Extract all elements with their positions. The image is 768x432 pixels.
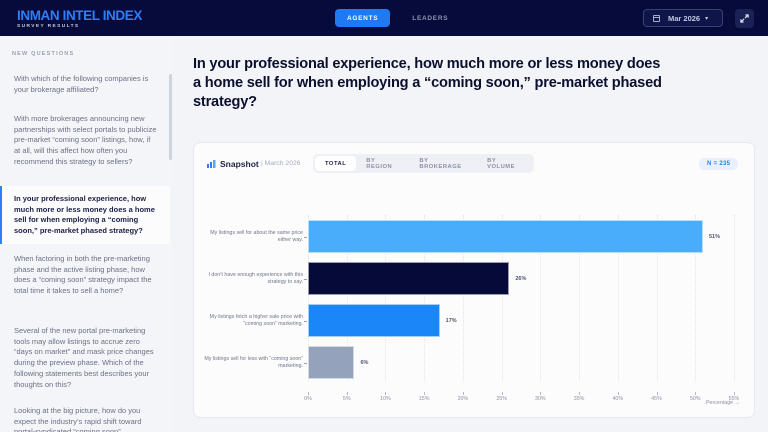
category-label: I don’t have enough experience with this…: [208, 272, 303, 285]
gridline: [424, 215, 426, 381]
category-tick: [304, 362, 307, 364]
sidebar: NEW QUESTIONS With which of the followin…: [0, 36, 172, 432]
x-axis-tick-label: 30%: [535, 396, 546, 402]
sidebar-question-item[interactable]: With which of the following companies is…: [14, 74, 149, 94]
sidebar-question-item[interactable]: With more brokerages announcing new part…: [14, 114, 157, 166]
x-axis-tick-label: 25%: [496, 396, 507, 402]
sidebar-question-item[interactable]: Several of the new portal pre-marketing …: [14, 326, 154, 389]
gridline: [617, 215, 619, 381]
category-label: My listings sell for about the same pric…: [210, 230, 303, 243]
category-label: My listings fetch a higher sale price wi…: [209, 314, 303, 327]
x-axis-tick: [308, 392, 309, 395]
segment-by-region[interactable]: BY REGION: [366, 157, 393, 170]
card-date: | March 2026: [261, 160, 301, 167]
x-axis-tick-label: 55%: [728, 396, 740, 402]
x-axis-tick: [733, 392, 735, 395]
gridline: [579, 215, 581, 381]
sidebar-question-item[interactable]: When factoring in both the pre-marketing…: [14, 254, 152, 296]
gridline: [695, 215, 697, 381]
gridline: [501, 215, 503, 381]
gridline: [385, 215, 387, 381]
gridline: [462, 215, 464, 381]
gridline: [656, 215, 658, 381]
gridline: [540, 215, 542, 381]
category-tick: [304, 236, 307, 238]
bar: [308, 346, 355, 379]
bar: [308, 220, 703, 253]
bar-value-label: 26%: [515, 275, 527, 282]
x-axis-tick: [462, 392, 464, 395]
x-axis-tick-label: 0%: [304, 396, 312, 402]
category-tick: [304, 278, 307, 280]
sample-size-badge: N = 235: [699, 158, 739, 170]
logo-title: INMAN INTEL INDEX: [17, 8, 142, 23]
x-axis-tick: [346, 392, 348, 395]
date-value: Mar 2026: [668, 13, 701, 23]
page-title: In your professional experience, how muc…: [193, 56, 662, 110]
gridline: [308, 215, 309, 381]
segment-by-brokerage[interactable]: BY BROKERAGE: [419, 157, 462, 170]
tab-agents[interactable]: AGENTS: [335, 9, 391, 27]
x-axis-tick-label: 10%: [380, 396, 391, 402]
sidebar-scrollbar[interactable]: [169, 74, 172, 160]
logo-subtitle: SURVEY RESULTS: [17, 24, 80, 29]
snapshot-card: Snapshot | March 2026 TOTAL BY REGION BY…: [193, 142, 755, 418]
x-axis-tick: [579, 392, 581, 395]
x-axis-tick-label: 45%: [651, 396, 662, 402]
calendar-icon: [653, 14, 660, 22]
segment-by-volume[interactable]: BY VOLUME: [487, 157, 515, 170]
date-selector[interactable]: Mar 2026 ▾: [643, 9, 723, 27]
category-tick: [304, 320, 307, 322]
x-axis-tick-label: 5%: [342, 396, 351, 402]
sidebar-question-item[interactable]: Looking at the big picture, how do you e…: [14, 406, 142, 432]
x-axis-tick: [424, 392, 426, 395]
x-axis-tick: [501, 392, 503, 395]
expand-icon: [740, 14, 749, 23]
tab-leaders[interactable]: LEADERS: [412, 14, 449, 22]
bar-value-label: 17%: [445, 317, 457, 324]
x-axis-tick: [617, 392, 619, 395]
bar-value-label: 51%: [708, 233, 720, 240]
x-axis-tick-label: 15%: [418, 396, 430, 402]
sidebar-heading: NEW QUESTIONS: [12, 51, 75, 57]
bar-value-label: 6%: [360, 359, 369, 366]
breakdown-segmented-control: TOTAL BY REGION BY BROKERAGE BY VOLUME: [313, 154, 534, 173]
x-axis-tick-label: 40%: [612, 396, 624, 402]
x-axis-label: Percentage →: [706, 400, 740, 406]
bar: [308, 262, 510, 295]
audience-tabs: AGENTS LEADERS: [335, 9, 460, 27]
bar-chart: 0% 5% 10% 15% 20% 25% 30% 35% 40% 45% 50% 55% Percen…: [194, 143, 756, 419]
card-title: Snapshot: [220, 159, 259, 169]
x-axis-tick-label: 50%: [689, 396, 701, 402]
bar-chart-icon: [207, 160, 216, 168]
gridline: [733, 215, 735, 381]
x-axis-tick: [695, 392, 697, 395]
x-axis-tick: [385, 392, 387, 395]
x-axis-tick-label: 35%: [573, 396, 585, 402]
segment-total[interactable]: TOTAL: [315, 156, 357, 171]
chevron-down-icon: ▾: [705, 15, 709, 22]
x-axis-tick-label: 20%: [457, 396, 469, 402]
sidebar-question-item-active[interactable]: In your professional experience, how muc…: [0, 186, 170, 244]
app-logo[interactable]: INMAN INTEL INDEX SURVEY RESULTS: [17, 9, 142, 29]
x-axis-tick: [656, 392, 658, 395]
expand-button[interactable]: [735, 9, 754, 28]
gridline: [346, 215, 348, 381]
bar: [308, 304, 440, 337]
top-header: INMAN INTEL INDEX SURVEY RESULTS AGENTS …: [0, 0, 768, 36]
x-axis-tick: [540, 392, 542, 395]
category-label: My listings sell for less with “coming s…: [204, 356, 303, 369]
